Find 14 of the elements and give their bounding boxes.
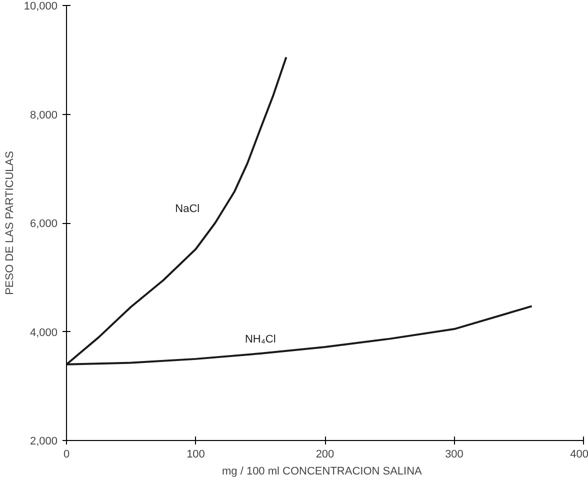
series-label: NH₄Cl (244, 333, 276, 346)
y-tick-label: 2,000 (30, 436, 58, 448)
y-tick-label: 4,000 (30, 326, 58, 339)
y-tick-label: 10,000 (24, 0, 58, 12)
x-tick-label: 100 (186, 448, 205, 460)
y-axis-title: PESO DE LAS PARTICULAS (4, 151, 16, 295)
x-tick-label: 300 (445, 448, 464, 460)
y-tick-label: 6,000 (30, 218, 58, 230)
x-tick-label: 400 (570, 448, 588, 460)
x-tick-label: 0 (63, 448, 70, 460)
x-tick-label: 200 (316, 448, 334, 460)
y-tick-label: 8,000 (30, 109, 58, 122)
x-axis-title: mg / 100 ml CONCENTRACION SALINA (222, 466, 423, 478)
series-label: NaCl (175, 202, 200, 215)
